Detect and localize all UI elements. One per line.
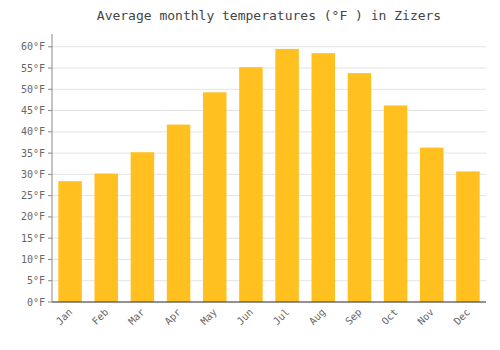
bar	[203, 92, 227, 302]
x-tick-label: Apr	[162, 306, 183, 327]
x-tick-label: Dec	[452, 306, 473, 327]
bar	[348, 73, 372, 302]
tick-mark	[48, 46, 52, 47]
tick-mark	[48, 216, 52, 217]
x-tick-label: Nov	[415, 306, 436, 327]
y-tick-label: 35°F	[21, 148, 45, 159]
y-tick-label: 20°F	[21, 211, 45, 222]
bar	[167, 125, 191, 302]
x-axis: Jan Feb Mar Apr May Jun Jul Aug Sep Oct Nov Dec	[52, 302, 486, 327]
grid-line	[52, 46, 486, 47]
x-tick-label: May	[198, 306, 219, 327]
tick-mark	[48, 89, 52, 90]
tick-mark	[48, 174, 52, 175]
x-tick-label: Jun	[235, 306, 256, 327]
bar	[58, 181, 82, 302]
bar	[94, 174, 118, 302]
bar	[456, 171, 480, 302]
x-tick-label: Jan	[54, 306, 75, 327]
y-tick-label: 25°F	[21, 190, 45, 201]
tick-mark	[48, 68, 52, 69]
bar	[420, 148, 444, 302]
tick-mark	[48, 131, 52, 132]
tick-mark	[48, 280, 52, 281]
tick-mark	[48, 259, 52, 260]
grid-line	[52, 110, 486, 111]
chart: Average monthly temperatures (°F ) in Zi…	[0, 0, 500, 350]
y-tick-label: 60°F	[21, 41, 45, 52]
y-tick-label: 30°F	[21, 169, 45, 180]
bar	[384, 105, 408, 302]
y-axis: 0°F 5°F 10°F 15°F 20°F 25°F 30°F 35°F 40°F 45°F 50…	[21, 34, 486, 308]
x-tick-label: Sep	[343, 306, 364, 327]
tick-mark	[48, 195, 52, 196]
y-tick-label: 15°F	[21, 233, 45, 244]
y-tick-label: 55°F	[21, 63, 45, 74]
bar	[275, 49, 299, 302]
bar	[311, 53, 335, 302]
chart-container: Average monthly temperatures (°F ) in Zi…	[0, 0, 500, 350]
y-tick-label: 0°F	[27, 297, 45, 308]
y-tick-label: 40°F	[21, 126, 45, 137]
bars	[58, 49, 479, 302]
y-tick-label: 10°F	[21, 254, 45, 265]
tick-mark	[48, 238, 52, 239]
tick-mark	[48, 302, 52, 303]
x-tick-label: Mar	[126, 306, 147, 327]
grid-line	[52, 131, 486, 132]
x-tick-label: Jul	[271, 306, 292, 327]
x-tick-label: Feb	[90, 306, 111, 327]
x-tick-label: Oct	[379, 306, 400, 327]
x-axis-line	[52, 302, 486, 303]
bar	[239, 67, 263, 302]
grid-line	[52, 68, 486, 69]
bar	[131, 152, 155, 302]
y-tick-label: 45°F	[21, 105, 45, 116]
y-tick-label: 5°F	[27, 275, 45, 286]
tick-mark	[48, 153, 52, 154]
x-tick-label: Aug	[307, 306, 328, 327]
tick-mark	[48, 110, 52, 111]
grid-line	[52, 89, 486, 90]
grid-line	[52, 302, 486, 303]
title: Average monthly temperatures (°F ) in Zi…	[97, 8, 441, 23]
y-axis-line	[52, 34, 53, 302]
y-tick-label: 50°F	[21, 84, 45, 95]
